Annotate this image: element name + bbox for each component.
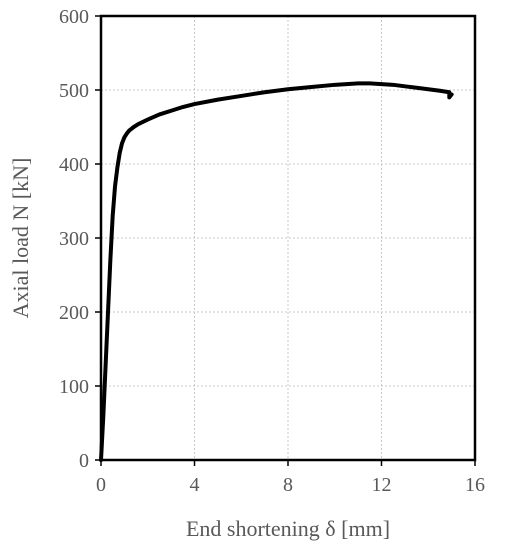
axes [95, 14, 477, 466]
y-axis-title: Axial load N [kN] [8, 158, 33, 319]
y-tick-label: 500 [59, 80, 89, 102]
y-tick-label: 300 [59, 228, 89, 250]
tick-labels: 0 4 8 12 16 0 100 200 300 400 500 600 [59, 6, 485, 496]
x-tick-label: 12 [372, 474, 392, 496]
series-layer [99, 81, 454, 462]
y-tick-label: 200 [59, 302, 89, 324]
x-tick-label: 16 [465, 474, 485, 496]
x-tick-label: 4 [190, 474, 200, 496]
series-line [99, 81, 454, 462]
y-tick-label: 0 [79, 450, 89, 472]
x-tick-label: 0 [96, 474, 106, 496]
y-tick-label: 100 [59, 376, 89, 398]
x-tick-label: 8 [283, 474, 293, 496]
y-tick-label: 400 [59, 154, 89, 176]
y-tick-label: 600 [59, 6, 89, 28]
x-axis-title: End shortening δ [mm] [186, 516, 390, 541]
grid-lines [101, 16, 475, 460]
